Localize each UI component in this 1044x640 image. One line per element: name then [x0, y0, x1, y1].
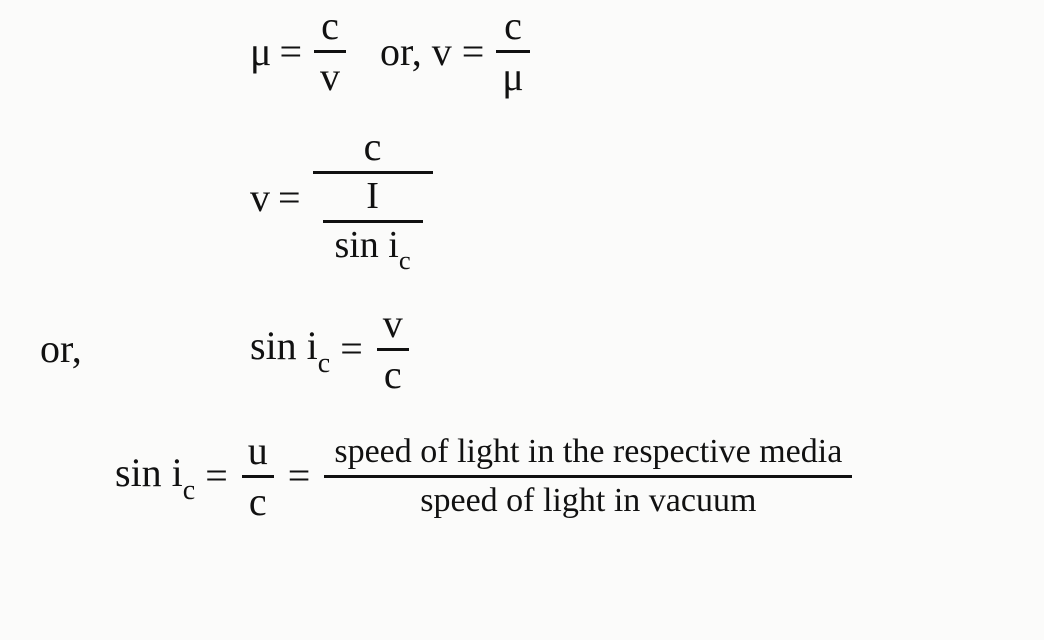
eq3: sin ic = v c: [250, 302, 413, 397]
symbol-eq: =: [330, 324, 373, 374]
symbol-eq: =: [195, 451, 238, 501]
equation-line-3: or, sin ic = v c: [40, 302, 1014, 397]
symbol-eq: =: [271, 27, 310, 77]
fraction-bar: [377, 348, 409, 351]
fraction-bar: [314, 50, 346, 53]
fraction-bar: [496, 50, 529, 53]
numerator: speed of light in the respective media: [324, 431, 852, 472]
fraction-bar: [324, 475, 852, 478]
fraction-u-over-c: u c: [242, 429, 274, 524]
equation-line-4: sin ic = u c = speed of light in the res…: [40, 429, 1014, 524]
denominator: speed of light in vacuum: [410, 480, 766, 521]
fraction-bar: [242, 475, 274, 478]
sin-text: sin i: [250, 323, 318, 368]
equation-line-1: μ = c v or, v = c μ: [40, 0, 1014, 99]
symbol-eq: =: [278, 451, 321, 501]
denominator: sin ic: [328, 225, 416, 272]
fraction-speed-ratio: speed of light in the respective media s…: [324, 431, 852, 521]
fraction-v-over-c: v c: [377, 302, 409, 397]
subscript-c: c: [318, 348, 330, 379]
subscript-c: c: [399, 245, 411, 275]
numerator: v: [377, 302, 409, 346]
fraction-bar-inner: [323, 220, 423, 223]
denominator: μ: [496, 55, 529, 99]
or-v-eq: or, v =: [380, 27, 484, 77]
symbol-v: v: [250, 173, 270, 223]
eq1-left: μ = c v: [250, 4, 350, 99]
fraction-c-over-I-over-sinic: c I sin ic: [313, 125, 433, 272]
eq1-right: or, v = c μ: [380, 4, 534, 99]
numerator: I: [360, 176, 385, 218]
equation-block: μ = c v or, v = c μ v = c: [0, 0, 1044, 524]
equation-line-2: v = c I sin ic: [40, 125, 1014, 272]
fraction-c-over-mu: c μ: [496, 4, 529, 99]
fraction-I-over-sinic: I sin ic: [323, 176, 423, 272]
subscript-c: c: [183, 475, 195, 506]
or-text: or,: [40, 324, 250, 374]
fraction-bar-outer: [313, 171, 433, 174]
eq4: sin ic = u c = speed of light in the res…: [115, 429, 856, 524]
sin-i: sin ic: [115, 448, 195, 504]
fraction-c-over-v: c v: [314, 4, 346, 99]
denominator: c: [378, 353, 408, 397]
sin-text: sin i: [115, 450, 183, 495]
numerator: u: [242, 429, 274, 473]
numerator: c: [315, 4, 345, 48]
sin-text: sin i: [334, 224, 398, 266]
denominator: c: [243, 480, 273, 524]
eq2: v = c I sin ic: [250, 125, 437, 272]
sin-i: sin ic: [250, 321, 330, 377]
denominator: v: [314, 55, 346, 99]
symbol-mu: μ: [250, 27, 271, 77]
numerator: c: [358, 125, 388, 169]
denominator-inner-frac: I sin ic: [313, 176, 433, 272]
numerator: c: [498, 4, 528, 48]
symbol-eq: =: [270, 173, 309, 223]
